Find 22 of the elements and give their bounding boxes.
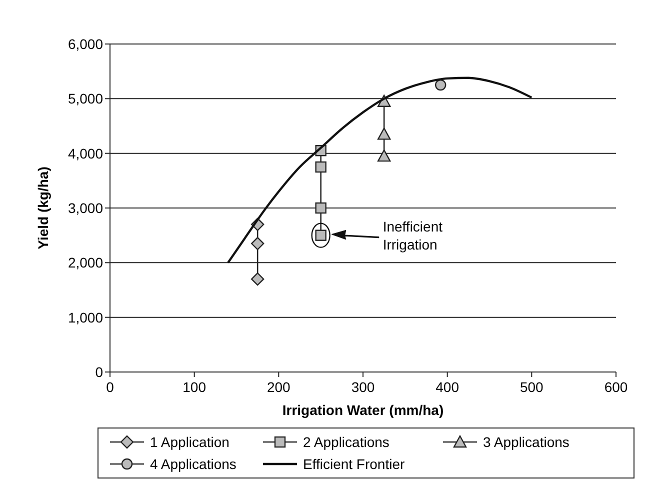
y-tick-label: 0 xyxy=(95,364,104,380)
y-tick-label: 1,000 xyxy=(68,309,104,326)
annotation: Inefficient Irrigation xyxy=(382,218,443,252)
x-tick-label: 500 xyxy=(520,379,544,395)
y-tick-label: 4,000 xyxy=(68,145,104,162)
x-tick-label: 200 xyxy=(266,379,291,395)
legend-label: 2 Applications xyxy=(303,434,390,450)
y-tick-label: 5,000 xyxy=(68,90,104,107)
x-axis-title: Irrigation Water (mm/ha) xyxy=(282,402,444,418)
x-tick-label: 0 xyxy=(106,379,114,395)
y-tick-label: 6,000 xyxy=(68,36,104,52)
legend-label: Efficient Frontier xyxy=(303,456,406,472)
x-tick-label: 400 xyxy=(436,379,460,395)
y-tick-label: 2,000 xyxy=(68,254,104,271)
legend-label: 4 Applications xyxy=(150,456,236,472)
x-tick-label: 100 xyxy=(182,379,206,395)
x-tick-label: 300 xyxy=(351,379,375,395)
legend-label: 3 Applications xyxy=(483,434,570,450)
legend-label: 1 Application xyxy=(150,434,230,450)
y-axis-title: Yield (kg/ha) xyxy=(35,166,51,250)
y-tick-label: 3,000 xyxy=(68,200,104,216)
x-tick-label: 600 xyxy=(604,379,628,395)
